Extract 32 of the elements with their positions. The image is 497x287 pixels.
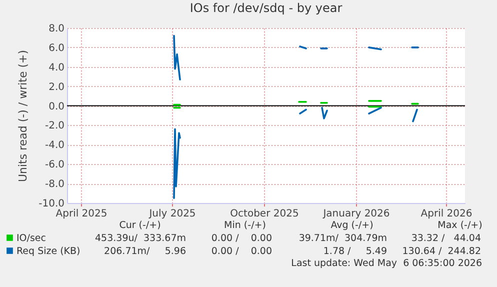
text: 39.71m/ 304.79m xyxy=(298,233,387,245)
y-tick-label: 2.0 xyxy=(48,82,64,93)
x-tick-label: January 2026 xyxy=(322,208,390,220)
x-tick-label: April 2026 xyxy=(420,208,472,220)
legend-label: IO/sec xyxy=(16,232,46,244)
text: Avg (-/+) xyxy=(330,220,374,232)
y-tick-label: -6.0 xyxy=(44,160,64,171)
y-tick-label: -4.0 xyxy=(44,140,64,152)
x-tick-label: April 2025 xyxy=(56,208,108,220)
text: Cur (-/+) xyxy=(119,220,161,232)
text: 0.00 / 0.00 xyxy=(211,246,272,258)
text: 206.71m/ 5.96 xyxy=(104,246,186,258)
text: Max (-/+) xyxy=(438,220,482,232)
legend-label: Req Size (KB) xyxy=(16,246,80,257)
y-tick-label: -2.0 xyxy=(44,120,64,132)
text: Last update: Wed May 6 06:35:00 2026 xyxy=(291,258,482,270)
y-tick-label: 4.0 xyxy=(48,62,64,74)
text: 130.64 / 244.82 xyxy=(402,246,481,258)
text: 33.32 / 44.04 xyxy=(411,233,481,245)
text: 1.78 / 5.49 xyxy=(323,246,387,258)
y-tick-label: 8.0 xyxy=(48,24,64,34)
y-tick-label: 6.0 xyxy=(48,42,64,54)
x-tick-label: July 2025 xyxy=(148,208,196,220)
chart-title: IOs for /dev/sdq - by year xyxy=(190,1,342,15)
y-axis-title: Units read (-) / write (+) xyxy=(16,50,30,182)
text: 453.39u/ 333.67m xyxy=(95,233,186,245)
text: 0.00 / 0.00 xyxy=(211,233,272,245)
x-tick-label: October 2025 xyxy=(230,208,299,220)
y-tick-label: -8.0 xyxy=(44,179,64,190)
y-tick-label: -10.0 xyxy=(38,198,64,210)
y-tick-label: 0.0 xyxy=(48,101,64,112)
text: Min (-/+) xyxy=(224,220,266,232)
